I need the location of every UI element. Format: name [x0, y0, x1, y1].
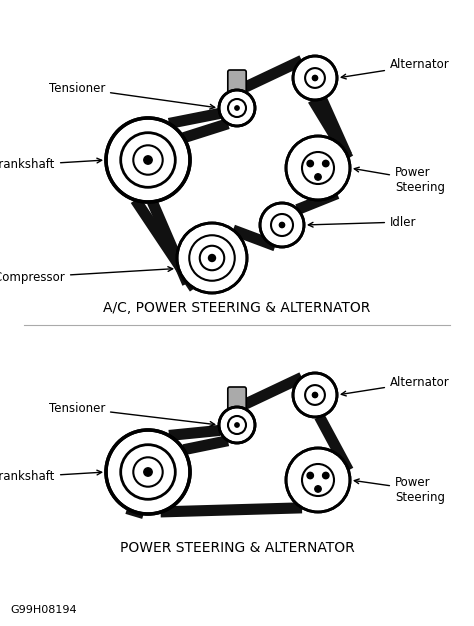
- Circle shape: [279, 222, 285, 228]
- Circle shape: [106, 118, 190, 202]
- Text: G99H08194: G99H08194: [10, 605, 77, 615]
- Circle shape: [315, 174, 321, 180]
- FancyBboxPatch shape: [228, 387, 246, 413]
- Circle shape: [235, 106, 239, 110]
- Circle shape: [209, 255, 216, 262]
- Circle shape: [307, 160, 313, 167]
- Text: Tensioner: Tensioner: [49, 81, 215, 109]
- Circle shape: [106, 430, 190, 514]
- Circle shape: [177, 223, 247, 293]
- Circle shape: [219, 407, 255, 443]
- Text: Power
Steering: Power Steering: [354, 476, 445, 504]
- Circle shape: [286, 448, 350, 512]
- Circle shape: [293, 56, 337, 100]
- Circle shape: [323, 160, 329, 167]
- Circle shape: [144, 468, 152, 476]
- Circle shape: [312, 393, 318, 398]
- Circle shape: [307, 473, 313, 479]
- Circle shape: [293, 373, 337, 417]
- Text: Alternator: Alternator: [341, 376, 450, 396]
- FancyBboxPatch shape: [228, 70, 246, 96]
- Circle shape: [235, 423, 239, 427]
- Text: A/C Compressor: A/C Compressor: [0, 267, 173, 284]
- Text: Crankshaft: Crankshaft: [0, 158, 102, 172]
- Text: A/C, POWER STEERING & ALTERNATOR: A/C, POWER STEERING & ALTERNATOR: [103, 301, 371, 315]
- Text: Alternator: Alternator: [341, 58, 450, 79]
- Circle shape: [144, 156, 152, 164]
- Text: Crankshaft: Crankshaft: [0, 470, 102, 483]
- Text: POWER STEERING & ALTERNATOR: POWER STEERING & ALTERNATOR: [119, 541, 355, 555]
- Circle shape: [323, 473, 329, 479]
- Circle shape: [312, 75, 318, 81]
- Text: Idler: Idler: [308, 215, 417, 228]
- Text: Tensioner: Tensioner: [49, 401, 215, 426]
- Circle shape: [286, 136, 350, 200]
- Circle shape: [315, 486, 321, 492]
- Text: Power
Steering: Power Steering: [354, 166, 445, 194]
- Circle shape: [260, 203, 304, 247]
- Circle shape: [219, 90, 255, 126]
